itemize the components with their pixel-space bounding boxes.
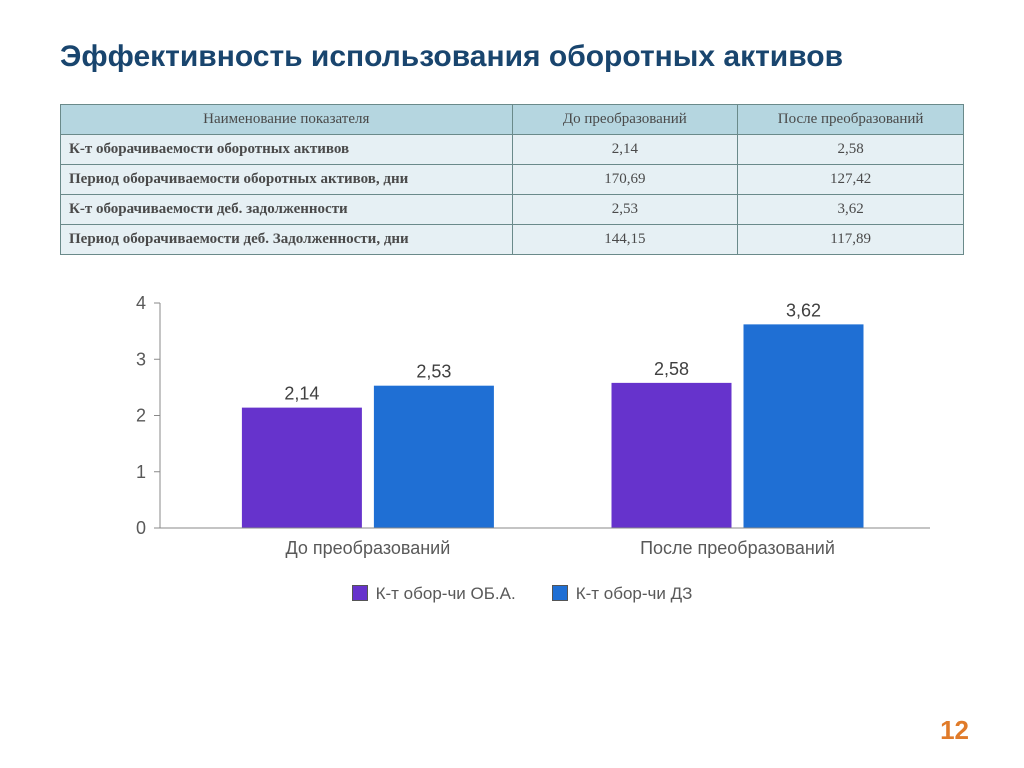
bar-value-label: 2,14 xyxy=(284,384,319,404)
table-cell: 3,62 xyxy=(738,195,964,225)
legend-swatch xyxy=(352,585,368,601)
table-cell: 117,89 xyxy=(738,225,964,255)
y-tick-label: 4 xyxy=(136,293,146,313)
row-label: К-т оборачиваемости деб. задолженности xyxy=(61,195,513,225)
category-label: После преобразований xyxy=(640,538,835,558)
slide: Эффективность использования оборотных ак… xyxy=(0,0,1024,768)
table-row: Период оборачиваемости деб. Задолженност… xyxy=(61,225,964,255)
y-tick-label: 2 xyxy=(136,406,146,426)
bar-chart: 0 1 2 3 4 2,14 2,53 До преобразований 2,58 3,62 По… xyxy=(100,293,944,604)
y-tick-label: 3 xyxy=(136,349,146,369)
table-cell: 127,42 xyxy=(738,165,964,195)
table-row: Период оборачиваемости оборотных активов… xyxy=(61,165,964,195)
category-label: До преобразований xyxy=(286,538,451,558)
chart-svg: 0 1 2 3 4 2,14 2,53 До преобразований 2,58 3,62 По… xyxy=(100,293,940,573)
chart-legend: К-т обор-чи ОБ.А. К-т обор-чи ДЗ xyxy=(100,583,944,604)
table-row: К-т оборачиваемости деб. задолженности2,… xyxy=(61,195,964,225)
row-label: Период оборачиваемости оборотных активов… xyxy=(61,165,513,195)
row-label: К-т оборачиваемости оборотных активов xyxy=(61,135,513,165)
table-row: К-т оборачиваемости оборотных активов2,1… xyxy=(61,135,964,165)
legend-label: К-т обор-чи ДЗ xyxy=(576,584,693,603)
table-cell: 144,15 xyxy=(512,225,738,255)
table-cell: 170,69 xyxy=(512,165,738,195)
table-header-cell: Наименование показателя xyxy=(61,105,513,135)
bar-value-label: 3,62 xyxy=(786,300,821,320)
bar xyxy=(374,386,494,528)
bar xyxy=(612,383,732,528)
legend-label: К-т обор-чи ОБ.А. xyxy=(376,584,516,603)
table-header-cell: До преобразований xyxy=(512,105,738,135)
table-cell: 2,14 xyxy=(512,135,738,165)
table-cell: 2,53 xyxy=(512,195,738,225)
indicators-table: Наименование показателяДо преобразований… xyxy=(60,104,964,255)
bar xyxy=(744,324,864,528)
legend-item: К-т обор-чи ДЗ xyxy=(552,583,693,604)
bar xyxy=(242,408,362,528)
table-body: К-т оборачиваемости оборотных активов2,1… xyxy=(61,135,964,255)
bar-value-label: 2,53 xyxy=(416,362,451,382)
table-header-cell: После преобразований xyxy=(738,105,964,135)
table-cell: 2,58 xyxy=(738,135,964,165)
legend-swatch xyxy=(552,585,568,601)
legend-item: К-т обор-чи ОБ.А. xyxy=(352,583,516,604)
bar-value-label: 2,58 xyxy=(654,359,689,379)
y-tick-label: 0 xyxy=(136,518,146,538)
table-head: Наименование показателяДо преобразований… xyxy=(61,105,964,135)
page-title: Эффективность использования оборотных ак… xyxy=(60,40,964,74)
y-tick-label: 1 xyxy=(136,462,146,482)
row-label: Период оборачиваемости деб. Задолженност… xyxy=(61,225,513,255)
page-number: 12 xyxy=(940,715,969,746)
